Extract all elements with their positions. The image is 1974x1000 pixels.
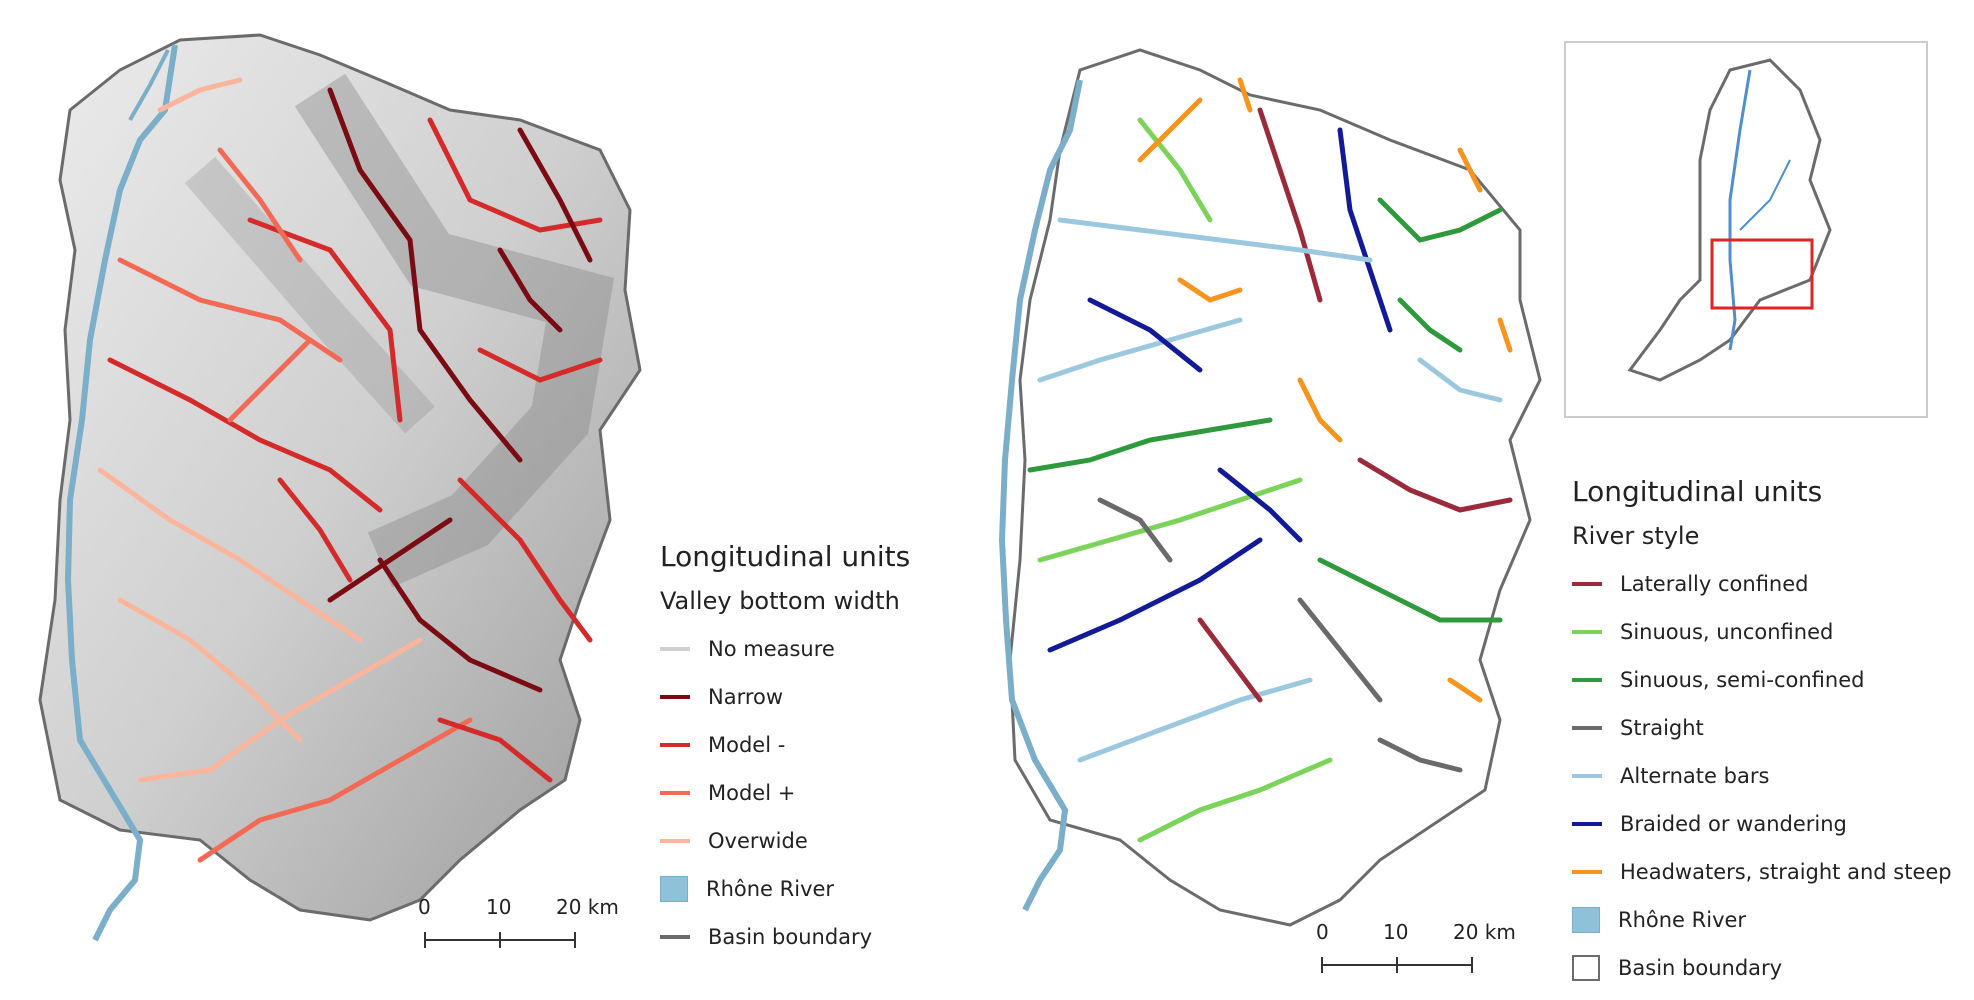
valley-width-map [38,33,642,948]
legend-swatch [1572,822,1602,826]
left-scale-tick-0: 0 [418,895,431,919]
valley-width-map-panel: 0 10 20 km Longitudinal units Valley bot… [38,33,910,961]
left-legend: Longitudinal units Valley bottom width N… [660,540,910,961]
legend-label: Model - [708,733,786,757]
left-rhone-branch [128,49,170,121]
legend-label: Rhône River [706,877,835,901]
right-rhone-river [998,79,1083,912]
legend-swatch [660,839,690,843]
legend-item-braided: Braided or wandering [1572,800,1952,848]
legend-label: Laterally confined [1620,572,1809,596]
right-scale-tick-10: 10 [1383,920,1409,944]
legend-item-straight: Straight [1572,704,1952,752]
right-scalebar [1321,957,1473,973]
legend-label: Basin boundary [1618,956,1783,980]
left-relief-shading [294,73,615,588]
right-scale-tick-20: 20 km [1453,920,1516,944]
legend-swatch [1572,774,1602,778]
legend-item-model-plus: Model + [660,769,910,817]
legend-item-sinuous-semi-confined: Sinuous, semi-confined [1572,656,1952,704]
legend-swatch [660,695,690,699]
inset-locator-map [1564,41,1928,418]
legend-label: Braided or wandering [1620,812,1847,836]
legend-item-basin: Basin boundary [660,913,910,961]
left-scale-tick-20: 20 km [556,895,619,919]
left-relief-shading-2 [184,156,435,434]
legend-swatch [660,876,688,902]
left-scalebar [424,932,576,948]
inset-frame [1564,41,1928,418]
left-legend-title: Longitudinal units [660,540,911,573]
right-legend-subtitle: River style [1572,522,1700,550]
legend-label: Sinuous, semi-confined [1620,668,1865,692]
right-basin-boundary [1008,48,1542,927]
legend-label: Headwaters, straight and steep [1620,860,1952,884]
legend-label: Model + [708,781,796,805]
legend-item-headwaters: Headwaters, straight and steep [1572,848,1952,896]
right-scale-tick-0: 0 [1316,920,1329,944]
right-legend: Longitudinal units River style Laterally… [1572,475,1952,992]
legend-label: Narrow [708,685,784,709]
legend-swatch [1572,678,1602,682]
legend-item-rhone: Rhône River [1572,896,1952,944]
legend-item-model-minus: Model - [660,721,910,769]
river-style-map [998,41,1928,973]
left-scale-tick-10: 10 [486,895,512,919]
legend-swatch [1572,630,1602,634]
legend-item-sinuous-unconfined: Sinuous, unconfined [1572,608,1952,656]
river-style-map-panel: 0 10 20 km Longitudinal units River styl… [940,0,1974,1000]
legend-label: Sinuous, unconfined [1620,620,1834,644]
legend-item-no-measure: No measure [660,625,910,673]
legend-swatch [660,791,690,795]
legend-label: Straight [1620,716,1704,740]
left-legend-subtitle: Valley bottom width [660,587,900,615]
legend-item-overwide: Overwide [660,817,910,865]
legend-label: Rhône River [1618,908,1747,932]
legend-item-narrow: Narrow [660,673,910,721]
inset-basin-outline [1627,58,1832,382]
legend-label: Basin boundary [708,925,873,949]
legend-item-laterally-confined: Laterally confined [1572,560,1952,608]
legend-swatch [660,743,690,747]
legend-swatch [1572,726,1602,730]
legend-label: Alternate bars [1620,764,1770,788]
legend-swatch [1572,870,1602,874]
legend-label: No measure [708,637,835,661]
left-river-network [97,77,603,863]
legend-swatch [660,647,690,651]
legend-label: Overwide [708,829,808,853]
legend-swatch [1572,955,1600,981]
legend-item-rhone: Rhône River [660,865,910,913]
right-legend-title: Longitudinal units [1572,475,1823,508]
legend-item-alternate-bars: Alternate bars [1572,752,1952,800]
legend-swatch [660,935,690,939]
legend-swatch [1572,907,1600,933]
legend-swatch [1572,582,1602,586]
inset-tributary [1739,159,1791,231]
inset-extent-box [1710,238,1814,310]
inset-river [1728,69,1752,351]
left-rhone-river [64,44,178,942]
legend-item-basin: Basin boundary [1572,944,1952,992]
right-river-network [1027,77,1513,843]
